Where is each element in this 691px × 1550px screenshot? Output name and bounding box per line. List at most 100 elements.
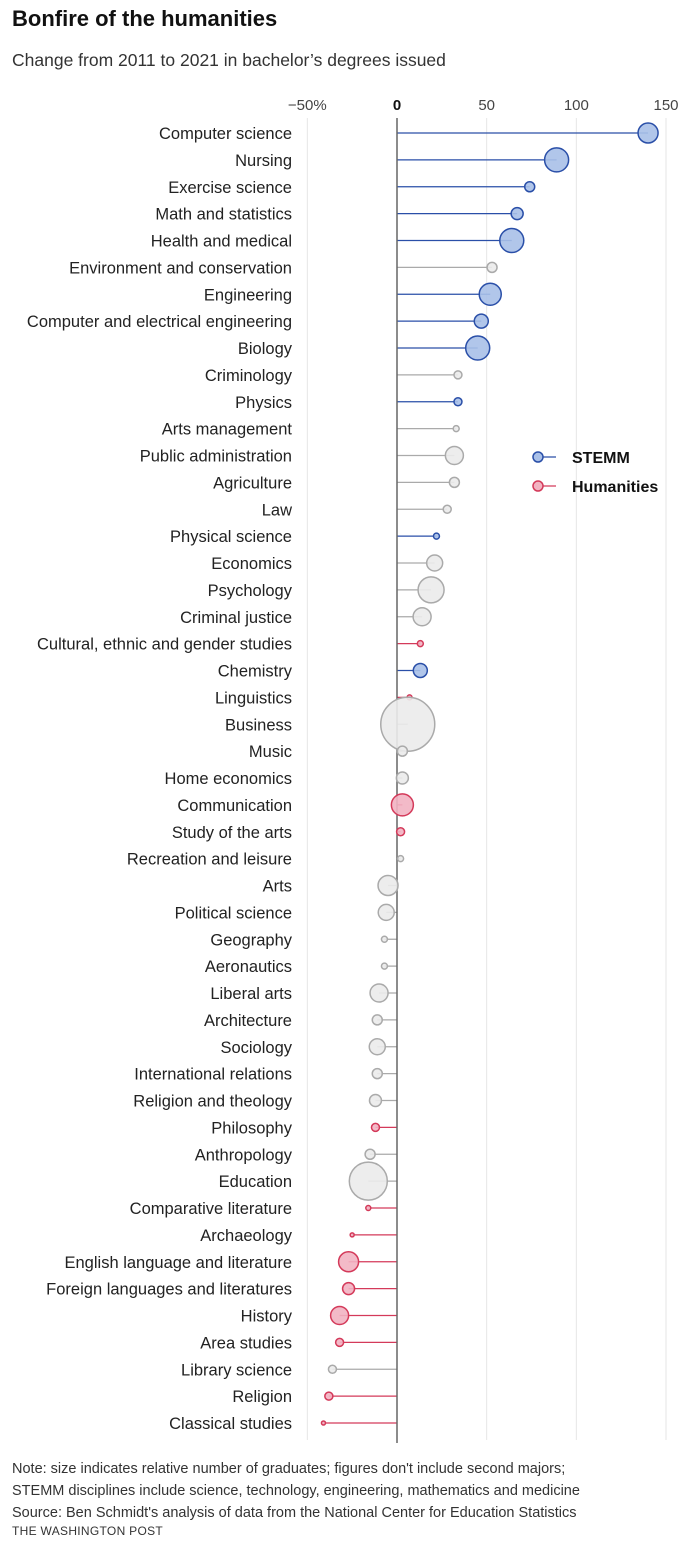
category-label: Physics bbox=[235, 394, 292, 412]
x-tick-label: 150 bbox=[653, 97, 678, 114]
credit: THE WASHINGTON POST bbox=[12, 1524, 164, 1538]
x-tick-label: 0 bbox=[393, 97, 401, 114]
chart-subtitle: Change from 2011 to 2021 in bachelor’s d… bbox=[12, 50, 446, 70]
lollipop-dot bbox=[452, 424, 460, 433]
legend-label: STEMM bbox=[572, 450, 630, 467]
lollipop-dot bbox=[396, 745, 409, 757]
category-label: Arts bbox=[263, 878, 292, 896]
lollipop-dot bbox=[348, 1161, 389, 1201]
category-label: Nursing bbox=[235, 152, 292, 170]
legend-dot-stemm bbox=[532, 451, 544, 463]
lollipop-dot bbox=[377, 874, 399, 897]
category-label: Archaeology bbox=[200, 1227, 292, 1245]
category-label: Law bbox=[262, 501, 292, 519]
x-tick-label: 100 bbox=[564, 97, 589, 114]
lollipop-dot bbox=[448, 476, 461, 489]
lollipop-chart: −50% 0 50 100 150 Computer science Nursing Exer… bbox=[27, 97, 679, 1443]
category-label: Religion and theology bbox=[133, 1093, 292, 1111]
lollipop-dot bbox=[349, 1232, 355, 1238]
lollipop-dot bbox=[371, 1067, 384, 1080]
lollipop-dot bbox=[453, 370, 463, 380]
lollipop-dot bbox=[416, 639, 425, 648]
category-label: Area studies bbox=[200, 1334, 292, 1352]
category-label: Biology bbox=[238, 340, 293, 358]
lollipop-dot bbox=[337, 1251, 360, 1273]
category-label: Math and statistics bbox=[155, 206, 292, 224]
lollipop-dot bbox=[412, 662, 429, 679]
x-tick-label: 50 bbox=[478, 97, 495, 114]
lollipop-dot bbox=[417, 576, 445, 604]
lollipop-dot bbox=[444, 445, 465, 466]
note-line: STEMM disciplines include science, techn… bbox=[12, 1483, 580, 1499]
lollipop-dot bbox=[365, 1204, 372, 1212]
category-label: Home economics bbox=[165, 770, 292, 788]
category-label: Public administration bbox=[140, 448, 292, 466]
lollipop-dot bbox=[380, 935, 389, 943]
lollipop-dot bbox=[425, 554, 444, 572]
legend-label: Humanities bbox=[572, 479, 658, 496]
category-label: Geography bbox=[210, 931, 292, 949]
lollipop-dot bbox=[377, 903, 395, 922]
category-label: Environment and conservation bbox=[69, 259, 292, 277]
lollipop-dot bbox=[442, 504, 452, 514]
category-label: Computer science bbox=[159, 125, 292, 143]
category-label: Education bbox=[219, 1173, 292, 1191]
lollipop-dot bbox=[371, 1014, 384, 1026]
category-label: Linguistics bbox=[215, 689, 292, 707]
chart-title: Bonfire of the humanities bbox=[12, 6, 278, 31]
lollipop-dot bbox=[478, 282, 503, 306]
lollipop-dot bbox=[412, 607, 432, 627]
category-label: Criminal justice bbox=[180, 609, 292, 627]
category-label: Engineering bbox=[204, 286, 292, 304]
category-label: Chemistry bbox=[218, 663, 293, 681]
lollipop-dot bbox=[637, 122, 659, 144]
category-label: Recreation and leisure bbox=[127, 851, 292, 869]
lollipop-dot bbox=[395, 827, 406, 837]
lollipop-dot bbox=[370, 1122, 381, 1133]
lollipop-dot bbox=[395, 771, 410, 785]
lollipop-dot bbox=[368, 1093, 383, 1108]
lollipop-dot bbox=[432, 532, 441, 540]
lollipop-dot bbox=[453, 397, 463, 407]
category-label: International relations bbox=[134, 1066, 292, 1084]
category-label: Classical studies bbox=[169, 1415, 292, 1433]
lollipop-dot bbox=[327, 1364, 338, 1374]
source-line: Source: Ben Schmidt's analysis of data f… bbox=[12, 1505, 577, 1521]
lollipop-dot bbox=[390, 793, 415, 817]
lollipop-dot bbox=[380, 962, 389, 970]
lollipop-dot bbox=[473, 313, 490, 329]
category-label: Arts management bbox=[162, 421, 293, 439]
category-label: Business bbox=[225, 716, 292, 734]
category-label: Religion bbox=[232, 1388, 292, 1406]
category-label: Sociology bbox=[220, 1039, 292, 1057]
lollipop-dot bbox=[543, 147, 570, 173]
lollipop-dot bbox=[369, 983, 389, 1003]
category-label: Music bbox=[249, 743, 292, 761]
notes: Note: size indicates relative number of … bbox=[12, 1458, 580, 1524]
lollipop-dot bbox=[486, 261, 498, 274]
lollipop-dot bbox=[329, 1305, 350, 1326]
category-label: Library science bbox=[181, 1361, 292, 1379]
lollipop-dot bbox=[499, 227, 525, 254]
category-label: Study of the arts bbox=[172, 824, 292, 842]
category-label: Architecture bbox=[204, 1012, 292, 1030]
category-label: Agriculture bbox=[213, 474, 292, 492]
category-label: Criminology bbox=[205, 367, 293, 385]
legend-dot-humanities bbox=[532, 480, 544, 492]
category-label: Comparative literature bbox=[130, 1200, 292, 1218]
category-label: Exercise science bbox=[168, 179, 292, 197]
lollipop-dot bbox=[523, 181, 536, 193]
category-label: Computer and electrical engineering bbox=[27, 313, 292, 331]
category-label: Physical science bbox=[170, 528, 292, 546]
category-label: Anthropology bbox=[195, 1146, 293, 1164]
lollipop-dot bbox=[341, 1281, 356, 1296]
lollipop-dot bbox=[396, 854, 405, 863]
category-label: Economics bbox=[211, 555, 292, 573]
category-label: History bbox=[241, 1308, 293, 1326]
lollipop-dot bbox=[380, 696, 436, 752]
lollipop-dot bbox=[320, 1420, 327, 1426]
category-label: Foreign languages and literatures bbox=[46, 1281, 292, 1299]
category-label: Liberal arts bbox=[210, 985, 292, 1003]
note-line: Note: size indicates relative number of … bbox=[12, 1461, 566, 1477]
